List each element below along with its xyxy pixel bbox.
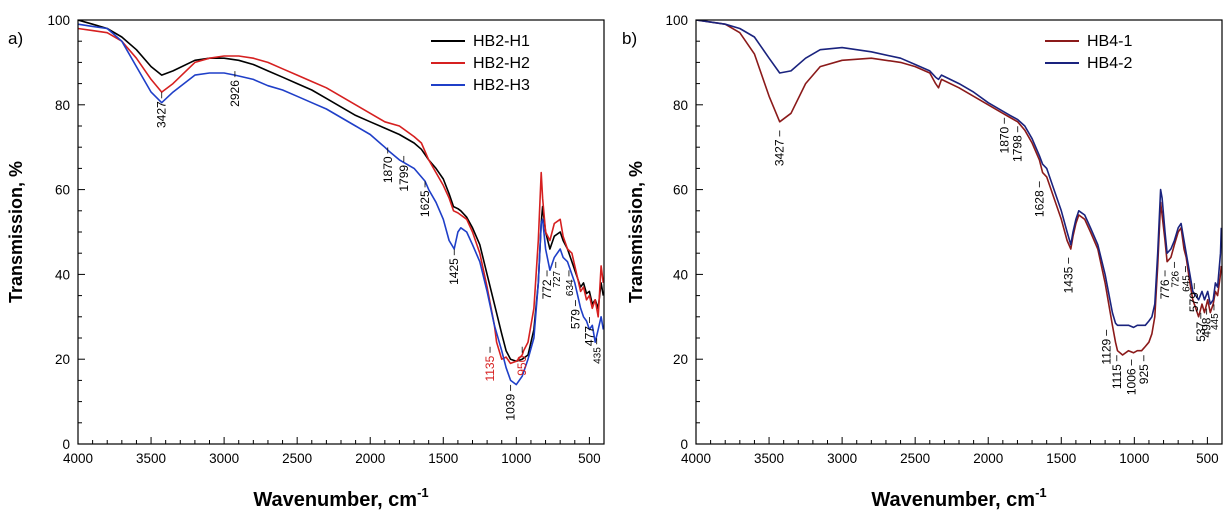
peak-label: 1039 [504,394,518,421]
y-axis-label: Transmission, % [626,161,646,303]
series-group [78,20,604,386]
x-tick-label: 2500 [900,451,930,466]
peak-label: 3427 [773,139,787,166]
y-tick-label: 40 [55,267,70,282]
peak-label: 1870 [381,156,395,183]
legend-label: HB2-H1 [473,33,530,50]
peak-label: 1135 [483,355,497,381]
series-line-hb2-h3 [78,23,604,386]
series-line-hb4-1 [696,20,1222,356]
x-tick-label: 2000 [355,451,385,466]
peak-label: 435 [593,347,604,364]
x-tick-label: 1500 [428,451,458,466]
x-tick-label: 3000 [209,451,239,466]
legend-label: HB2-H2 [473,55,530,72]
y-tick-label: 20 [55,352,70,367]
peak-label: 634 [565,279,576,296]
x-tick-label: 4000 [681,451,711,466]
series-line-hb2-h1 [78,20,604,363]
y-tick-label: 20 [673,352,688,367]
y-axis-label: Transmission, % [6,161,26,303]
legend-label: HB2-H3 [473,77,530,94]
peak-label: 1006 [1124,368,1138,395]
peak-label: 950 [515,355,529,375]
peak-label: 727 [552,270,563,287]
peak-label: 579 [1187,292,1201,312]
x-tick-label: 500 [578,451,601,466]
peak-label: 772 [540,279,554,299]
peak-label: 537 [1194,321,1208,341]
peak-label: 1129 [1100,338,1114,364]
series-line-hb4-2 [696,20,1222,329]
y-tick-label: 40 [673,267,688,282]
peak-label: 726 [1170,270,1181,287]
peak-label: 1625 [418,190,432,217]
peak-label: 2926 [228,80,242,107]
peak-label: 1799 [397,165,411,192]
x-tick-label: 2500 [282,451,312,466]
peak-label: 1870 [997,126,1011,153]
y-tick-label: 80 [55,98,70,113]
peak-label: 1628 [1032,190,1046,217]
panel-label: a) [8,29,23,48]
peak-label: 445 [1210,313,1221,330]
x-tick-label: 3500 [136,451,166,466]
y-tick-label: 100 [47,13,70,28]
x-tick-label: 2000 [973,451,1003,466]
y-tick-label: 100 [665,13,688,28]
peak-label: 498 [1200,317,1214,337]
x-tick-label: 1000 [1119,451,1149,466]
y-tick-label: 80 [673,98,688,113]
x-tick-label: 4000 [63,451,93,466]
peak-label: 1798 [1011,135,1025,162]
x-tick-label: 1000 [501,451,531,466]
peak-label: 1115 [1110,364,1124,389]
legend-label: HB4-1 [1087,33,1132,50]
x-axis-label-superscript: -1 [417,485,429,500]
panel-a: 4000 3500 3000 2500 2000 1500 1000 500 0 20 40 60 80… [6,13,605,511]
peak-label: 579 [569,309,583,329]
x-axis-label-superscript: -1 [1035,485,1047,500]
x-tick-label: 1500 [1046,451,1076,466]
x-tick-label: 3000 [827,451,857,466]
y-tick-label: 0 [62,437,70,452]
y-tick-label: 60 [673,183,688,198]
peak-label: 645 [1181,275,1192,292]
x-tick-label: 500 [1196,451,1219,466]
peak-label: 3427 [155,101,169,128]
peak-label: 477 [582,326,596,346]
legend-label: HB4-2 [1087,55,1132,72]
x-axis-label: Wavenumber, cm-1 [253,485,428,511]
panel-label: b) [622,29,637,48]
y-tick-label: 60 [55,183,70,198]
x-axis-label-text: Wavenumber, cm [253,489,417,511]
y-tick-label: 0 [680,437,688,452]
x-axis-label-text: Wavenumber, cm [871,489,1035,511]
series-group [696,20,1222,356]
peak-label: 925 [1137,364,1151,384]
series-line-hb2-h2 [78,27,604,365]
peak-label: 776 [1158,279,1172,299]
x-axis-label: Wavenumber, cm-1 [871,485,1046,511]
panel-b: 4000 3500 3000 2500 2000 1500 1000 500 0 20 40 60 80… [622,13,1223,511]
x-tick-label: 3500 [754,451,784,466]
peak-label: 1435 [1062,266,1076,293]
peak-label: 1425 [447,258,461,285]
